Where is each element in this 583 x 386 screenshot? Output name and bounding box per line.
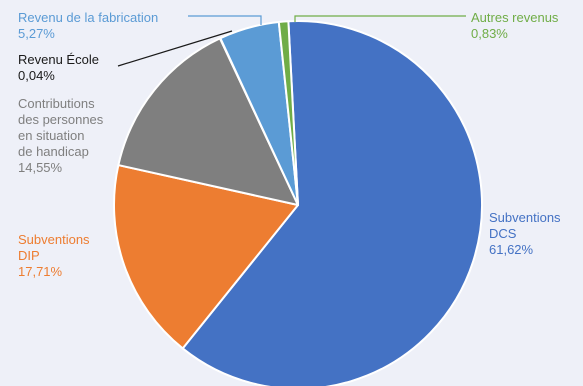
label-ecole: Revenu École 0,04%	[18, 52, 99, 83]
label-dcs-value: 61,62%	[489, 242, 534, 257]
label-handicap: Contributions des personnes en situation de…	[18, 96, 104, 175]
label-dip: Subventions DIP 17,71%	[18, 232, 90, 279]
label-ecole-value: 0,04%	[18, 68, 55, 83]
label-autres-value: 0,83%	[471, 26, 508, 41]
slice-dcs	[181, 20, 483, 386]
label-autres: Autres revenus 0,83%	[471, 10, 559, 41]
label-handicap-name: en situation	[18, 128, 85, 143]
label-fabrication-name: Revenu de la fabrication	[18, 10, 158, 25]
slice-autres	[277, 20, 299, 206]
label-ecole-name: Revenu École	[18, 52, 99, 67]
label-autres-name: Autres revenus	[471, 10, 559, 25]
label-handicap-name: de handicap	[18, 144, 89, 159]
label-dcs-name: DCS	[489, 226, 517, 241]
slice-dip	[113, 164, 299, 350]
leader-lines	[117, 15, 466, 67]
label-fabrication-value: 5,27%	[18, 26, 55, 41]
label-handicap-name: Contributions	[18, 96, 95, 111]
label-dip-name: DIP	[18, 248, 40, 263]
label-dcs-name: Subventions	[489, 210, 561, 225]
leader-autres	[294, 15, 466, 22]
slice-handicap	[117, 37, 299, 206]
label-dip-value: 17,71%	[18, 264, 63, 279]
leader-fabrication	[188, 15, 262, 25]
label-dcs: Subventions DCS 61,62%	[489, 210, 561, 257]
label-handicap-value: 14,55%	[18, 160, 63, 175]
slice-labels: Subventions DCS 61,62%Subventions DIP 17,71%…	[18, 10, 561, 279]
leader-ecole	[117, 30, 233, 67]
pie-slices	[113, 20, 483, 386]
label-handicap-name: des personnes	[18, 112, 104, 127]
label-fabrication: Revenu de la fabrication 5,27%	[18, 10, 158, 41]
label-dip-name: Subventions	[18, 232, 90, 247]
